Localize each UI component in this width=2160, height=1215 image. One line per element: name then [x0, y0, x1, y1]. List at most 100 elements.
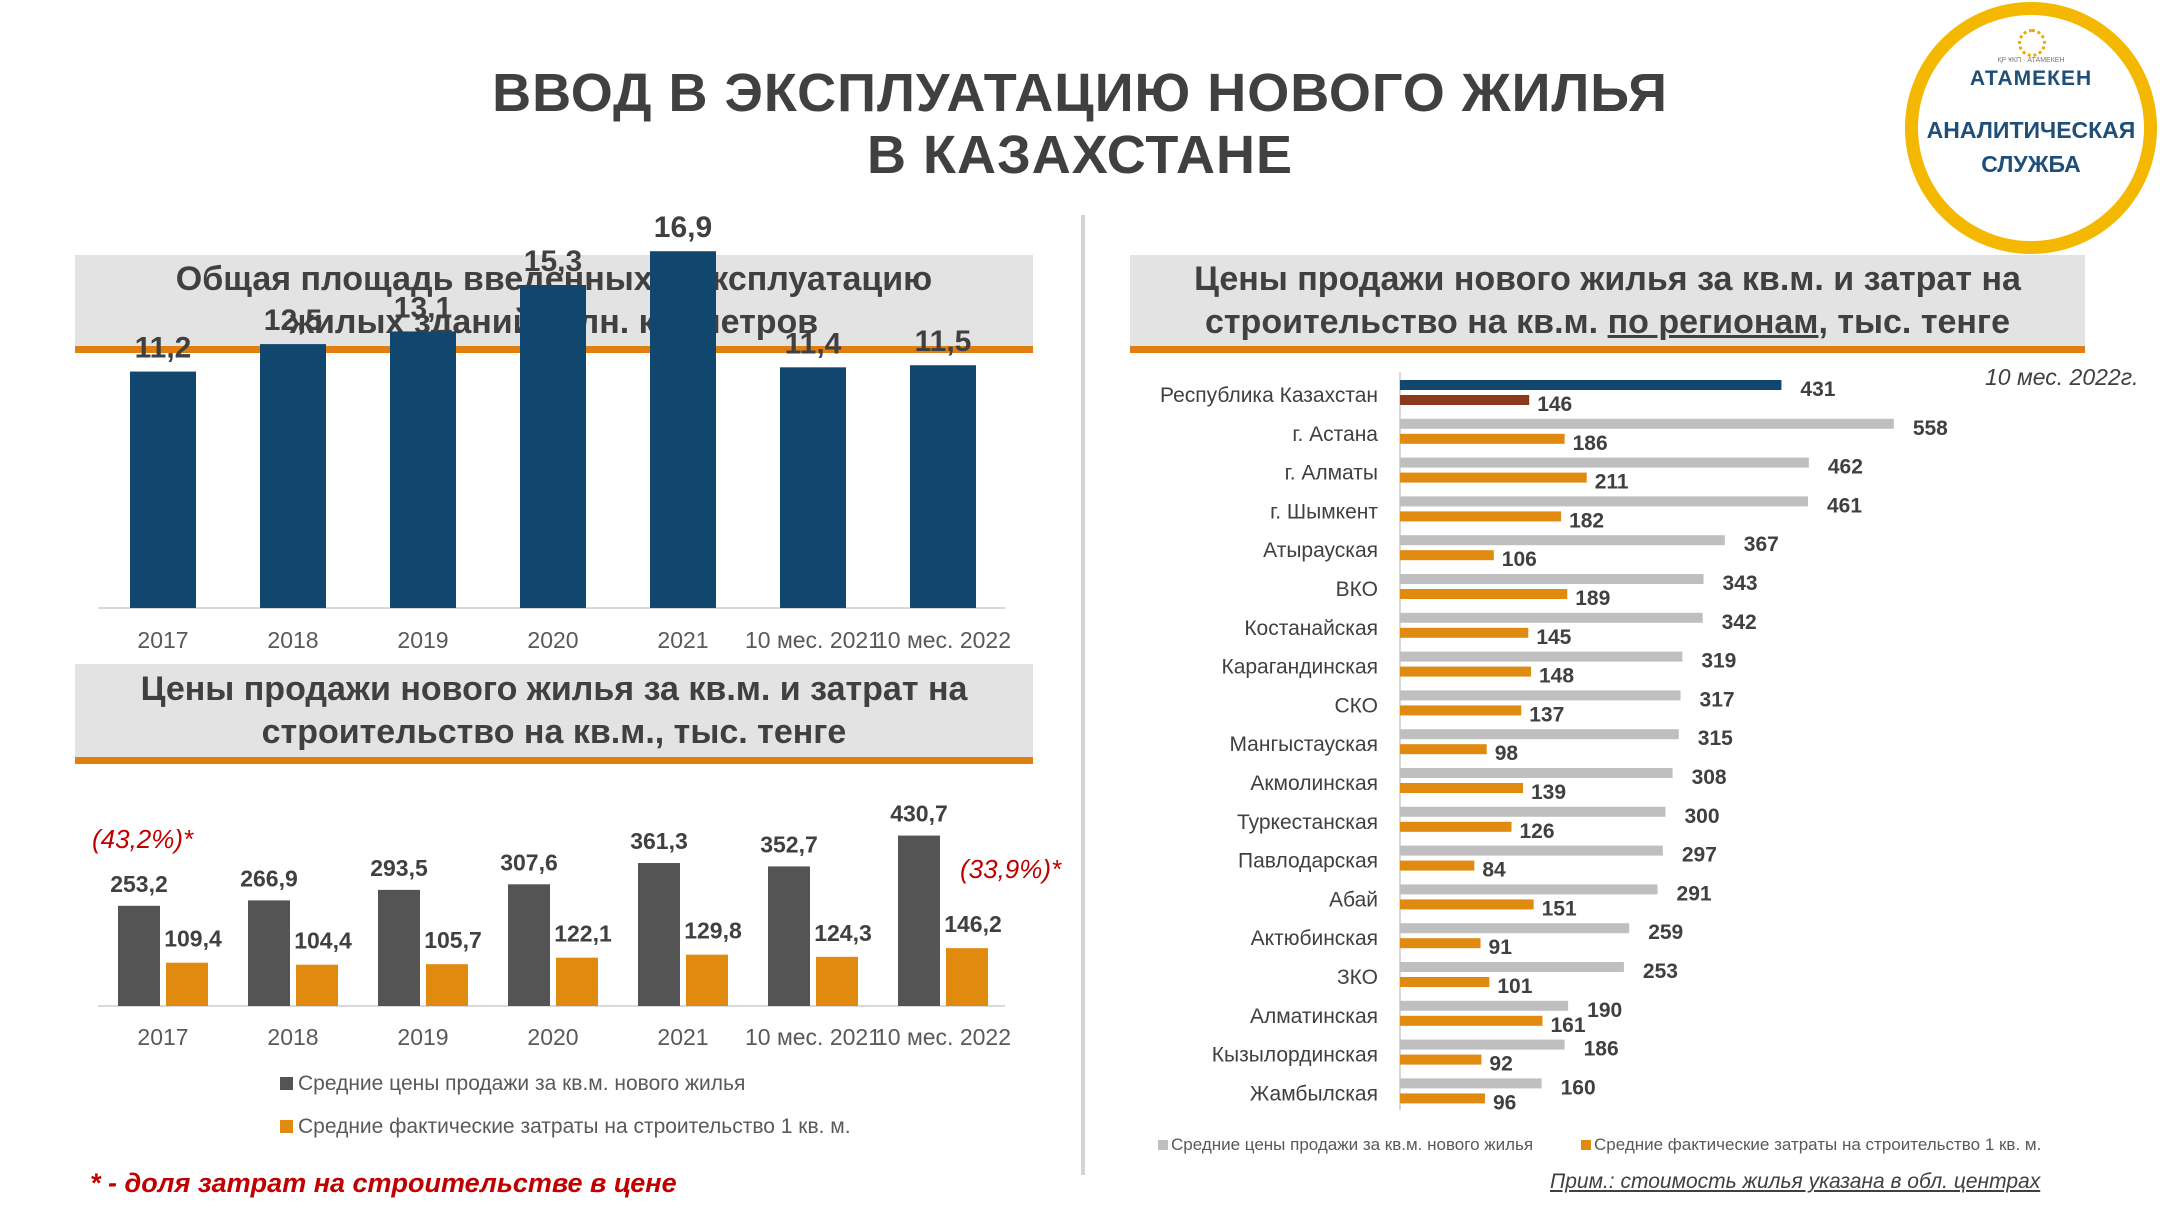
legend-price-label: Средние цены продажи за кв.м. нового жил… [298, 1072, 745, 1095]
prices-panel-title-line1: Цены продажи нового жилья за кв.м. и зат… [140, 669, 968, 708]
region-price-label: 186 [1584, 1038, 1619, 1061]
price-bar [248, 900, 290, 1006]
regions-legend-price-swatch [1158, 1140, 1168, 1150]
region-cost-label: 139 [1531, 781, 1566, 804]
area-bar [910, 365, 976, 608]
share-annotation-2022: (33,9%)* [960, 854, 1062, 884]
region-price-label: 431 [1800, 378, 1835, 401]
region-price-bar [1400, 1039, 1565, 1050]
cost-value-label: 122,1 [554, 921, 612, 947]
region-cost-label: 98 [1495, 742, 1519, 765]
chart-regions-svg: 431 146 Республика Казахстан 558 186 г. Астан… [1158, 372, 2041, 1154]
prices-category-label: 10 мес. 2021 [745, 1024, 881, 1050]
prices-category-label: 10 мес. 2022 [875, 1024, 1011, 1050]
price-value-label: 307,6 [500, 849, 558, 875]
region-name-label: Туркестанская [1237, 811, 1378, 834]
cost-bar [296, 964, 338, 1006]
region-price-label: 291 [1677, 882, 1712, 905]
region-name-label: Атырауская [1263, 539, 1378, 562]
price-value-label: 361,3 [630, 828, 688, 854]
region-cost-label: 145 [1536, 626, 1571, 649]
region-price-bar [1400, 535, 1725, 546]
price-bar [508, 884, 550, 1006]
region-price-bar [1400, 1078, 1542, 1089]
region-cost-bar [1400, 627, 1529, 638]
region-cost-bar [1400, 550, 1494, 561]
region-cost-bar [1400, 1015, 1543, 1026]
cost-bar [166, 962, 208, 1006]
region-price-bar [1400, 496, 1808, 507]
region-name-label: Мангыстауская [1229, 733, 1378, 756]
regions-title-underlined: по регионам [1607, 302, 1819, 341]
area-bar [520, 285, 586, 608]
region-price-bar [1400, 729, 1679, 740]
column-divider [1081, 215, 1085, 1175]
cost-bar [556, 957, 598, 1006]
region-price-label: 319 [1701, 650, 1736, 673]
regions-legend-cost-swatch [1581, 1140, 1591, 1150]
region-name-label: г. Шымкент [1270, 500, 1378, 523]
prices-category-label: 2020 [527, 1024, 578, 1050]
region-price-label: 300 [1685, 805, 1720, 828]
region-name-label: Республика Казахстан [1160, 384, 1378, 407]
regions-legend-price-label: Средние цены продажи за кв.м. нового жил… [1171, 1135, 1533, 1154]
area-category-label: 10 мес. 2021 [745, 627, 881, 653]
region-cost-bar [1400, 1054, 1482, 1065]
regions-title-part-a: строительство на кв.м. [1204, 302, 1608, 341]
area-value-label: 12,5 [264, 304, 322, 337]
region-cost-bar [1400, 395, 1530, 405]
cost-bar [816, 956, 858, 1006]
cost-value-label: 129,8 [684, 918, 742, 944]
prices-category-label: 2017 [137, 1024, 188, 1050]
regions-panel-header: Цены продажи нового жилья за кв.м. и зат… [1130, 255, 2085, 353]
region-name-label: Актюбинская [1251, 927, 1378, 950]
region-price-bar [1400, 457, 1809, 468]
region-cost-label: 101 [1497, 975, 1532, 998]
region-price-label: 342 [1722, 611, 1757, 634]
region-cost-bar [1400, 472, 1587, 483]
region-price-label: 315 [1698, 727, 1733, 750]
area-category-label: 2020 [527, 627, 578, 653]
logo-brand: АТАМЕКЕН [1969, 67, 2093, 90]
region-price-bar [1400, 612, 1703, 623]
price-value-label: 352,7 [760, 831, 818, 857]
region-cost-label: 106 [1502, 548, 1537, 571]
cost-bar [946, 948, 988, 1006]
region-cost-label: 186 [1573, 432, 1608, 455]
area-category-label: 2018 [267, 627, 318, 653]
region-price-bar [1400, 574, 1704, 584]
region-cost-bar [1400, 860, 1475, 871]
region-name-label: Павлодарская [1238, 850, 1378, 873]
area-value-label: 16,9 [654, 211, 712, 244]
cost-value-label: 109,4 [164, 926, 222, 952]
area-category-label: 10 мес. 2022 [875, 627, 1011, 653]
region-name-label: Абай [1329, 888, 1378, 911]
region-cost-label: 146 [1537, 393, 1572, 416]
region-cost-bar [1400, 938, 1481, 949]
region-price-label: 317 [1700, 688, 1735, 711]
share-annotation-2017: (43,2%)* [92, 824, 194, 854]
cost-value-label: 146,2 [944, 911, 1002, 937]
chart-area-svg: 11,2 2017 12,5 2018 13,1 2019 15,3 2020 16,9 2021… [92, 211, 1062, 1138]
region-name-label: Кызылординская [1212, 1044, 1378, 1067]
cost-value-label: 105,7 [424, 927, 482, 953]
region-price-bar [1400, 380, 1782, 390]
legend-cost-label: Средние фактические затраты на строитель… [298, 1115, 851, 1138]
prices-panel-title-line2: строительство на кв.м., тыс. тенге [261, 712, 847, 751]
region-price-label: 259 [1648, 921, 1683, 944]
period-label: 10 мес. 2022г. [1985, 364, 2139, 390]
price-bar [638, 863, 680, 1006]
atameken-emblem-icon [2018, 29, 2046, 57]
cost-bar [686, 954, 728, 1006]
region-cost-bar [1400, 899, 1534, 910]
region-name-label: Костанайская [1244, 617, 1378, 640]
page-title-line1: ВВОД В ЭКСПЛУАТАЦИЮ НОВОГО ЖИЛЬЯ [492, 63, 1668, 123]
cost-value-label: 124,3 [814, 920, 872, 946]
region-cost-label: 96 [1493, 1091, 1516, 1114]
legend-cost-swatch [280, 1120, 293, 1133]
region-cost-label: 151 [1542, 897, 1577, 920]
region-cost-bar [1400, 589, 1568, 599]
region-cost-bar [1400, 977, 1490, 987]
region-cost-bar [1400, 705, 1522, 716]
footnote: * - доля затрат на строительстве в цене [90, 1168, 677, 1198]
